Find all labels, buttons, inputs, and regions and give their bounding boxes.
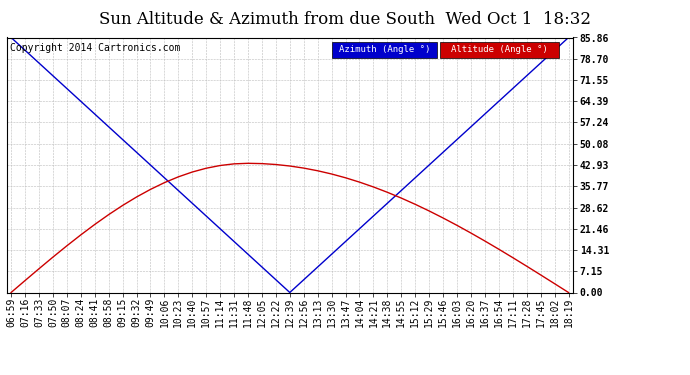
Text: Altitude (Angle °): Altitude (Angle °) (451, 45, 548, 54)
FancyBboxPatch shape (440, 42, 558, 58)
Text: Sun Altitude & Azimuth from due South  Wed Oct 1  18:32: Sun Altitude & Azimuth from due South We… (99, 11, 591, 28)
Text: Copyright 2014 Cartronics.com: Copyright 2014 Cartronics.com (10, 43, 180, 52)
FancyBboxPatch shape (332, 42, 437, 58)
Text: Azimuth (Angle °): Azimuth (Angle °) (339, 45, 431, 54)
